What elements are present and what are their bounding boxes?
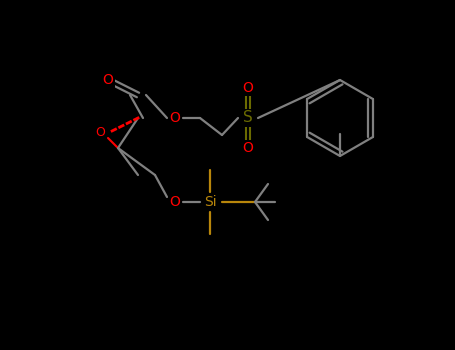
Text: O: O xyxy=(95,126,105,140)
Text: O: O xyxy=(243,81,253,95)
Text: O: O xyxy=(243,141,253,155)
Text: O: O xyxy=(170,111,181,125)
Text: Si: Si xyxy=(204,195,216,209)
Text: O: O xyxy=(102,73,113,87)
Text: S: S xyxy=(243,111,253,126)
Text: O: O xyxy=(170,195,181,209)
